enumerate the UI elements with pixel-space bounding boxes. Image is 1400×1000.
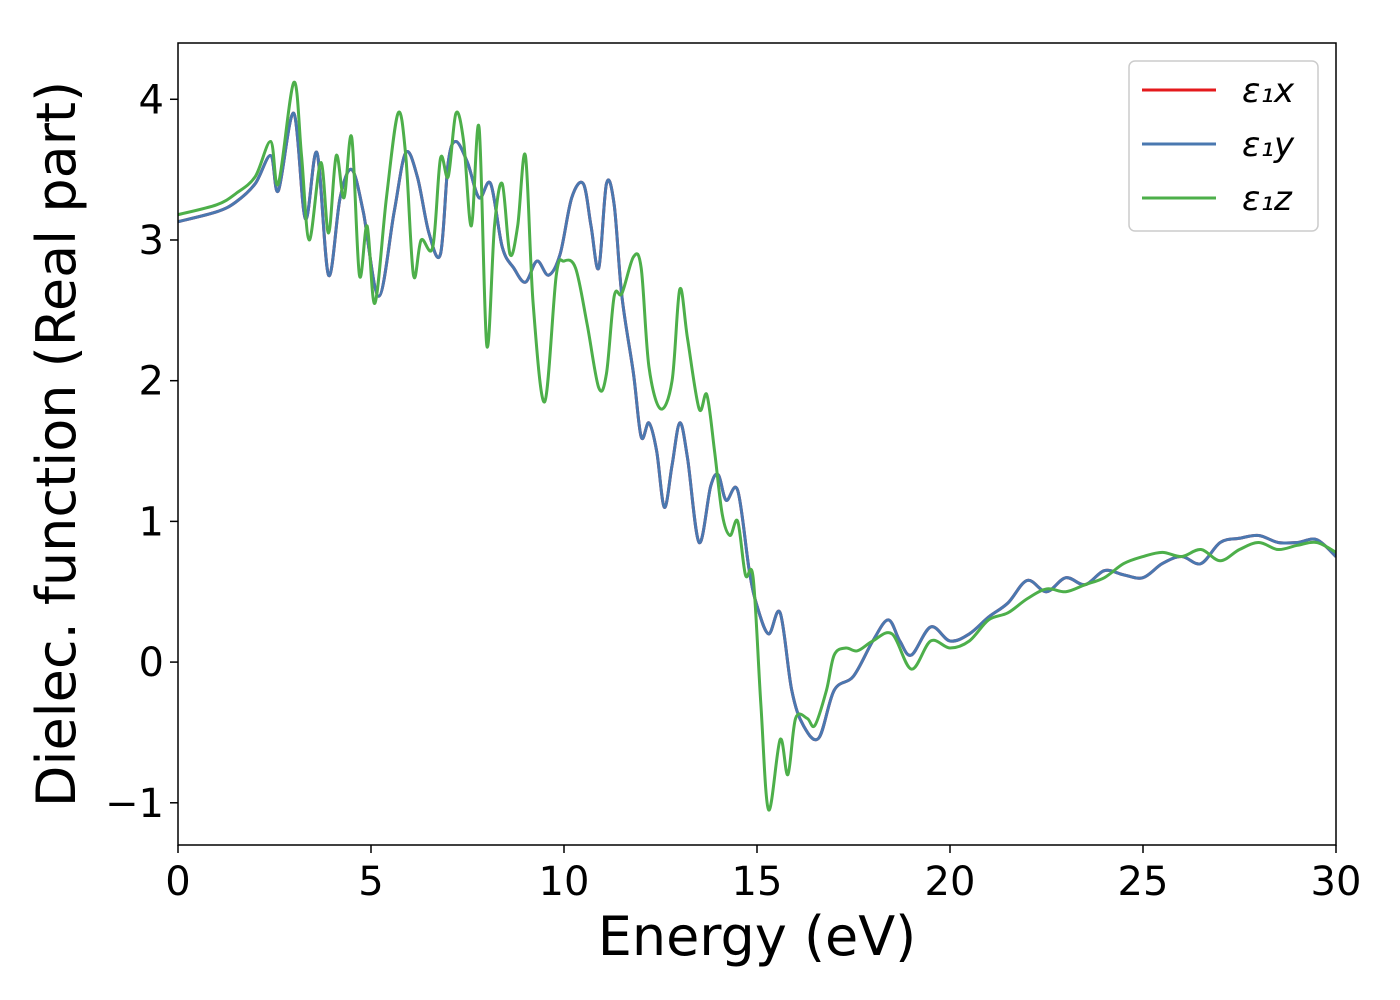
legend-label-e1z: ε₁z (1242, 179, 1293, 219)
y-tick-label: 3 (139, 218, 164, 264)
legend-label-e1y: ε₁y (1242, 125, 1295, 165)
x-tick-label: 10 (539, 859, 590, 905)
y-axis-title: Dielec. function (Real part) (25, 81, 88, 807)
x-tick-label: 0 (165, 859, 190, 905)
series-line-e1z (178, 80, 1336, 812)
legend-box (1128, 60, 1319, 232)
x-tick-label: 30 (1311, 859, 1362, 905)
legend-label-e1x: ε₁x (1242, 71, 1295, 111)
y-tick-label: 4 (139, 77, 164, 123)
x-tick-label: 15 (732, 859, 783, 905)
y-tick-label: −1 (105, 781, 164, 827)
y-tick-label: 1 (139, 499, 164, 545)
y-tick-label: 0 (139, 640, 164, 686)
legend: ε₁x ε₁y ε₁z (1128, 60, 1319, 232)
x-axis-title: Energy (eV) (598, 905, 917, 968)
x-tick-label: 5 (358, 859, 383, 905)
x-tick-label: 25 (1118, 859, 1169, 905)
x-tick-label: 20 (925, 859, 976, 905)
series-line-e1y (178, 111, 1336, 742)
y-tick-label: 2 (139, 359, 164, 405)
series-layer (178, 80, 1336, 812)
